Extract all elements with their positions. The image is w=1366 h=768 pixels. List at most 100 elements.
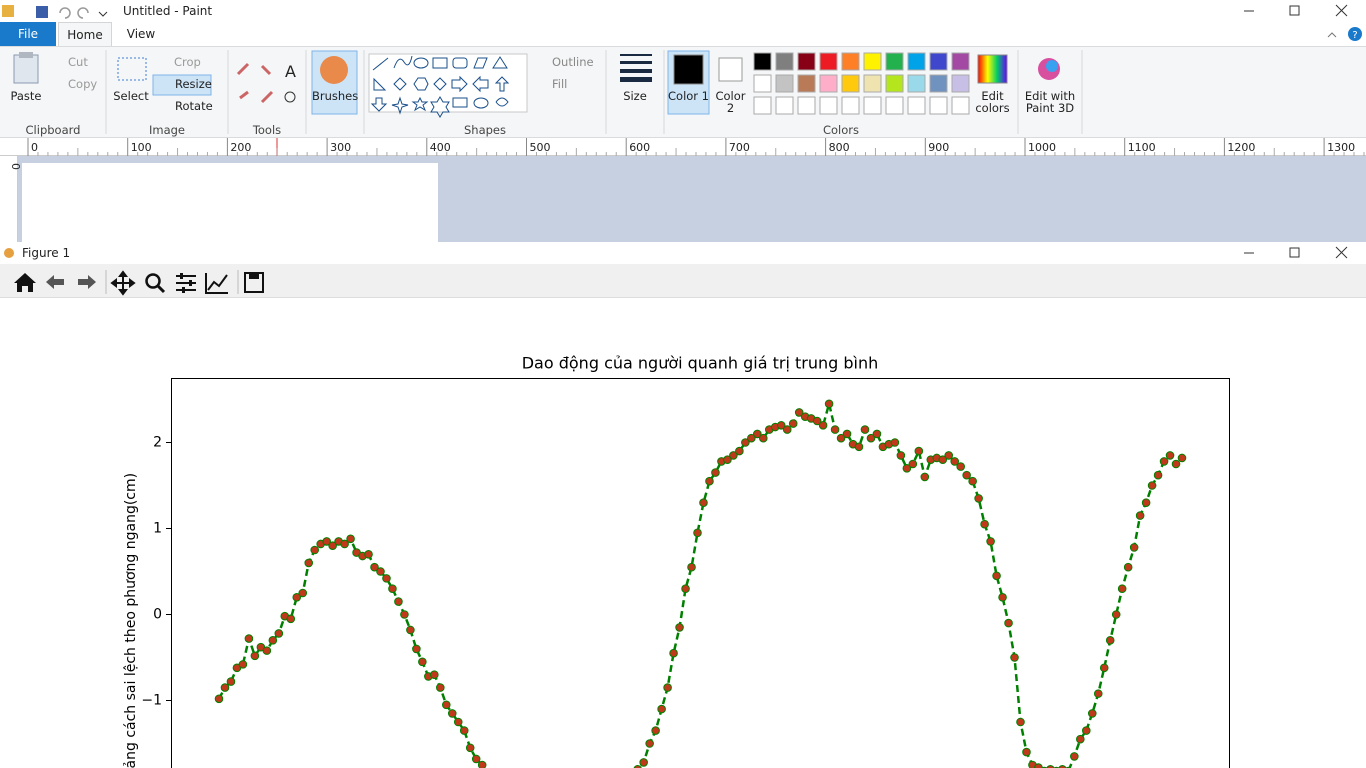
data-point [794,408,804,417]
data-point [920,472,930,482]
color-swatch [819,96,838,115]
data-point [908,459,918,469]
color-swatch [797,52,816,71]
copy-button[interactable]: Copy [68,77,98,91]
color-swatch [863,74,882,93]
data-point [980,519,989,529]
y-tick-label: 1 [153,521,162,537]
data-point [1177,453,1187,463]
data-point [1117,584,1127,594]
data-point [1141,498,1151,508]
axes-frame [171,378,1230,768]
data-point [286,614,296,624]
color2-button[interactable]: Color 2 [715,89,746,115]
select-button[interactable]: Select [113,89,149,103]
data-point [944,451,954,460]
data-point [657,704,666,714]
ruler-label: 900 [928,141,949,154]
data-point [860,425,870,434]
data-point [220,683,230,692]
brushes-button[interactable]: Brushes [312,89,359,103]
ribbon-icons: A [13,50,1083,134]
color-swatch [841,74,860,93]
data-point [244,634,254,643]
color-swatch [753,96,772,115]
data-point [782,425,792,434]
data-point [699,498,708,508]
color1-button[interactable]: Color 1 [668,89,709,103]
data-point [465,743,475,753]
rotate-button[interactable]: Rotate [175,99,213,113]
cut-button[interactable]: Cut [68,55,88,69]
window-controls[interactable] [1236,2,1356,20]
color-swatch [885,52,904,71]
data-point [370,562,379,572]
ruler-label: 200 [230,141,251,154]
data-point [836,433,846,443]
crop-button[interactable]: Crop [174,55,201,69]
data-point [729,451,738,460]
color-swatch [819,52,838,71]
ruler-label: 600 [629,141,650,154]
data-point [238,660,248,669]
data-point [890,438,900,447]
ruler-label: 300 [330,141,351,154]
data-point [376,567,385,576]
data-point [382,574,391,583]
data-point [1171,459,1181,469]
data-point [298,588,308,598]
ruler-label: 0 [31,141,38,154]
data-point [1123,562,1133,572]
file-tab[interactable]: File [0,22,56,46]
paste-button[interactable]: Paste [10,89,42,103]
data-point [214,694,224,704]
data-point [723,455,732,465]
home-tab[interactable]: Home [58,22,112,46]
data-point [328,541,337,551]
help[interactable]: ? [1324,27,1364,43]
color-swatch [929,96,948,115]
quick-access[interactable] [2,3,112,21]
chart: Dao động của người quanh giá trị trung b… [123,354,1230,768]
paint3d-button[interactable]: Edit with Paint 3D [1024,89,1076,115]
color-swatch [907,74,926,93]
size-button[interactable]: Size [623,89,647,103]
data-point [788,419,798,428]
color-swatch [907,52,926,71]
ruler-marks: 0 100 200 300 400 500 600 700 800 900 1000 1100 1200… [9,138,1365,170]
data-point [956,462,965,471]
data-point [962,470,971,480]
color-swatch [885,96,904,115]
data-point [824,399,834,409]
resize-button[interactable]: Resize [175,77,212,91]
data-point [992,571,1001,581]
canvas[interactable] [22,163,438,242]
data-point [1111,610,1121,619]
data-point [747,433,756,443]
data-point [896,451,906,460]
color-swatch [907,96,926,115]
data-point [477,760,487,768]
data-point [1010,653,1019,662]
edit-colors-button[interactable]: Edit colors [975,89,1010,115]
data-point [1093,689,1103,698]
data-point [364,550,373,559]
fill-button[interactable]: Fill [552,77,568,91]
vertical-ruler [0,156,18,242]
figure-controls[interactable] [1236,244,1356,262]
outline-button[interactable]: Outline [552,55,594,69]
view-tab[interactable]: View [126,27,156,41]
data-point [459,726,469,735]
data-point [1076,734,1085,744]
y-tick-label: −1 [141,693,162,709]
data-point [436,683,445,692]
data-point [1105,636,1115,645]
data-point [866,433,876,443]
data-point [735,446,744,456]
data-point [753,429,762,439]
toolbar-icons[interactable] [0,264,280,298]
data-point [430,670,439,680]
color-swatch [819,74,838,93]
svg-text:A: A [285,62,296,81]
